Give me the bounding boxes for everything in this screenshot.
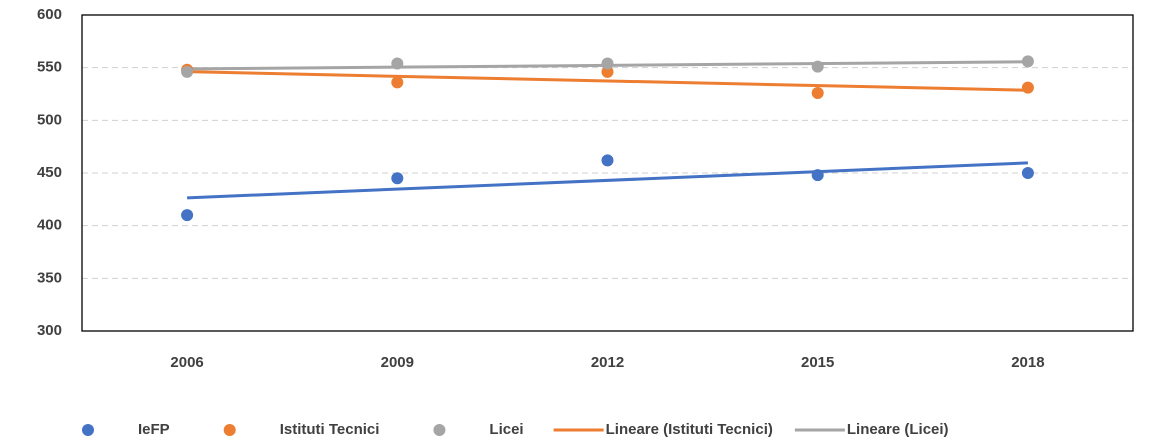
point	[601, 57, 614, 70]
point	[811, 60, 824, 73]
legend-marker	[82, 424, 94, 436]
point	[181, 65, 194, 78]
point	[811, 169, 824, 182]
x-tick-label: 2009	[381, 354, 414, 371]
y-tick-label: 350	[37, 269, 62, 286]
y-tick-label: 600	[37, 6, 62, 23]
point	[811, 86, 824, 99]
legend-marker	[433, 424, 446, 436]
point	[391, 57, 404, 70]
point	[601, 154, 614, 167]
plot-frame	[81, 14, 1134, 332]
point	[181, 209, 194, 222]
legend-marker	[223, 424, 236, 436]
point	[391, 76, 404, 89]
legend-label: Lineare (Istituti Tecnici)	[606, 421, 773, 438]
x-tick-label: 2018	[1011, 354, 1044, 371]
x-tick-label: 2012	[591, 354, 624, 371]
y-tick-label: 500	[37, 111, 62, 128]
legend-label: Licei	[489, 421, 523, 438]
point	[1021, 167, 1034, 179]
y-tick-label: 450	[37, 164, 62, 181]
x-tick-label: 2015	[801, 354, 834, 371]
point	[391, 172, 404, 185]
x-tick-label: 2006	[170, 354, 203, 371]
trendline	[187, 70, 1028, 92]
legend-label: Lineare (Licei)	[847, 421, 949, 438]
point	[601, 65, 614, 78]
legend-label: Istituti Tecnici	[280, 421, 380, 438]
y-tick-label: 550	[37, 59, 62, 76]
legend-label: IeFP	[138, 421, 170, 438]
trendline	[187, 161, 1028, 200]
y-tick-label: 300	[37, 322, 62, 339]
y-tick-label: 400	[37, 217, 62, 234]
point	[1021, 81, 1034, 94]
point	[1021, 55, 1034, 68]
